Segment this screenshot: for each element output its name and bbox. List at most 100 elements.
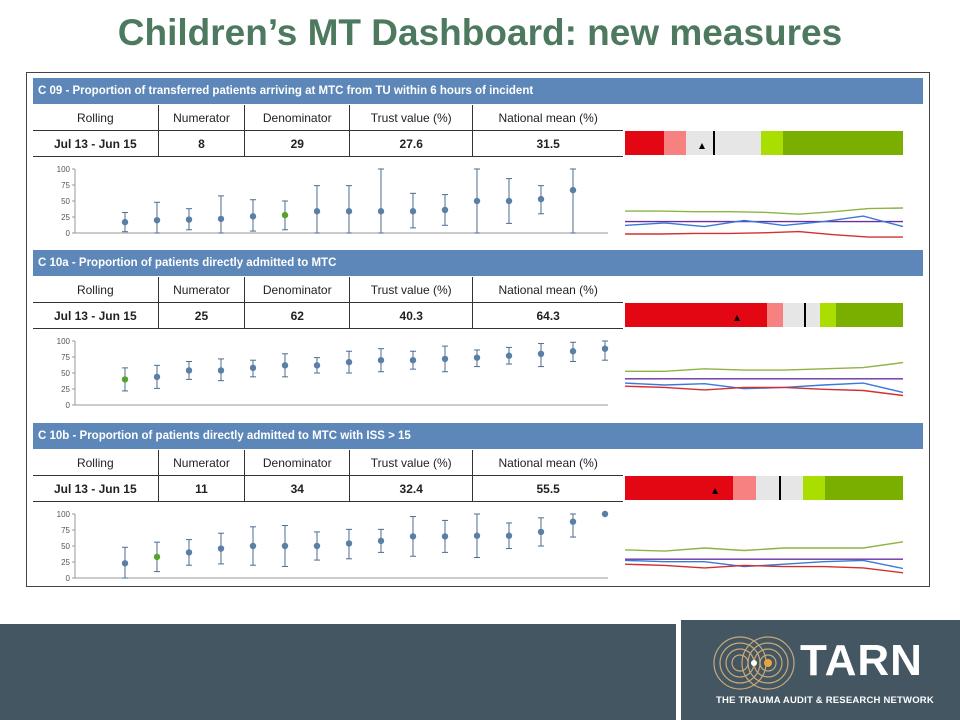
y-tick-label: 0 xyxy=(66,574,71,583)
y-tick-label: 25 xyxy=(61,385,70,394)
data-point xyxy=(217,545,225,552)
data-point xyxy=(441,206,449,214)
data-point xyxy=(313,542,321,550)
denominator-value: 29 xyxy=(244,130,350,157)
trust-value-header: Trust value (%) xyxy=(349,450,473,476)
y-tick-label: 75 xyxy=(61,353,70,362)
bar-segment xyxy=(625,303,767,327)
bar-segment xyxy=(766,303,784,327)
national-mean-header: National mean (%) xyxy=(472,277,623,303)
national-mean-marker xyxy=(803,303,806,327)
ci-chart: 0 25 50 75 100 xyxy=(57,510,609,583)
ci-chart: 0 25 50 75 100 xyxy=(57,165,608,238)
bar-segment xyxy=(802,476,826,500)
trust-value-header: Trust value (%) xyxy=(349,277,473,303)
national-mean-value: 55.5 xyxy=(472,475,623,502)
data-point xyxy=(249,364,257,372)
bar-segment xyxy=(625,131,664,155)
denominator-header: Denominator xyxy=(244,277,350,303)
data-point xyxy=(441,533,449,540)
data-point xyxy=(313,362,321,369)
national-mean-value: 64.3 xyxy=(472,302,623,329)
data-point xyxy=(153,217,161,224)
measure-panel-c10a: C 10a - Proportion of patients directly … xyxy=(27,245,929,415)
dashboard-frame: C 09 - Proportion of transferred patient… xyxy=(26,72,930,587)
data-point xyxy=(153,373,161,381)
data-point xyxy=(185,367,193,374)
data-point xyxy=(569,518,577,525)
stats-table: Rolling Numerator Denominator Trust valu… xyxy=(33,105,623,157)
bar-segment xyxy=(783,303,803,327)
data-point xyxy=(505,197,513,205)
data-point xyxy=(377,357,385,364)
data-point xyxy=(537,195,545,203)
data-point xyxy=(505,532,513,539)
trust-value: 27.6 xyxy=(349,130,473,157)
bar-segment xyxy=(663,131,687,155)
stats-table: Rolling Numerator Denominator Trust valu… xyxy=(33,277,623,329)
data-point xyxy=(537,528,545,536)
trend-sparkline xyxy=(625,207,904,238)
data-point xyxy=(121,218,129,226)
spark-line-green xyxy=(625,361,904,372)
y-tick-label: 50 xyxy=(61,197,70,206)
trust-value: 40.3 xyxy=(349,302,473,329)
rolling-value: Jul 13 - Jun 15 xyxy=(33,302,159,329)
denominator-header: Denominator xyxy=(244,105,350,131)
data-point xyxy=(409,533,417,540)
data-point xyxy=(185,549,193,556)
bar-segment xyxy=(733,476,756,500)
data-point xyxy=(377,208,385,215)
data-point xyxy=(249,542,257,550)
y-tick-label: 50 xyxy=(61,369,70,378)
data-point xyxy=(217,367,225,374)
numerator-header: Numerator xyxy=(157,450,245,476)
numerator-header: Numerator xyxy=(157,277,245,303)
spark-line-red xyxy=(625,563,904,574)
data-point xyxy=(569,348,577,355)
bar-segment xyxy=(819,303,837,327)
y-tick-label: 75 xyxy=(61,526,70,535)
measure-panel-c10b: C 10b - Proportion of patients directly … xyxy=(27,418,929,588)
data-point xyxy=(121,376,129,383)
y-tick-label: 100 xyxy=(57,510,71,519)
trust-value-triangle-icon xyxy=(734,315,741,321)
y-tick-label: 100 xyxy=(57,337,71,346)
measure-panel-c09: C 09 - Proportion of transferred patient… xyxy=(27,73,929,243)
y-tick-label: 25 xyxy=(61,558,70,567)
rolling-value: Jul 13 - Jun 15 xyxy=(33,475,159,502)
funnel-bar xyxy=(625,303,905,327)
numerator-value: 11 xyxy=(157,475,245,502)
spark-line-green xyxy=(625,541,904,552)
y-tick-label: 25 xyxy=(61,213,70,222)
data-point xyxy=(121,560,129,567)
data-point xyxy=(473,197,481,205)
spark-line-red xyxy=(625,230,903,238)
numerator-header: Numerator xyxy=(157,105,245,131)
funnel-bar xyxy=(625,476,905,500)
spark-line-red xyxy=(625,385,904,397)
data-point xyxy=(153,553,161,561)
rolling-value: Jul 13 - Jun 15 xyxy=(33,130,159,157)
data-point xyxy=(345,540,353,547)
bar-segment xyxy=(783,131,903,155)
y-tick-label: 0 xyxy=(66,229,71,238)
national-mean-marker xyxy=(712,131,715,155)
rolling-header: Rolling xyxy=(33,450,159,476)
stats-table: Rolling Numerator Denominator Trust valu… xyxy=(33,450,623,502)
data-point xyxy=(345,358,353,366)
data-point xyxy=(537,350,545,357)
trust-value-triangle-icon xyxy=(712,488,719,494)
trust-value: 32.4 xyxy=(349,475,473,502)
data-point xyxy=(217,215,225,223)
data-point xyxy=(473,532,481,539)
data-point xyxy=(473,354,481,361)
y-tick-label: 50 xyxy=(61,542,70,551)
ci-chart: 0 25 50 75 100 xyxy=(57,337,609,410)
panel-header: C 10b - Proportion of patients directly … xyxy=(33,423,923,449)
bar-segment xyxy=(755,476,778,500)
data-point xyxy=(569,186,577,194)
panel-header: C 10a - Proportion of patients directly … xyxy=(33,250,923,276)
denominator-value: 62 xyxy=(244,302,350,329)
trend-sparkline xyxy=(625,361,904,397)
